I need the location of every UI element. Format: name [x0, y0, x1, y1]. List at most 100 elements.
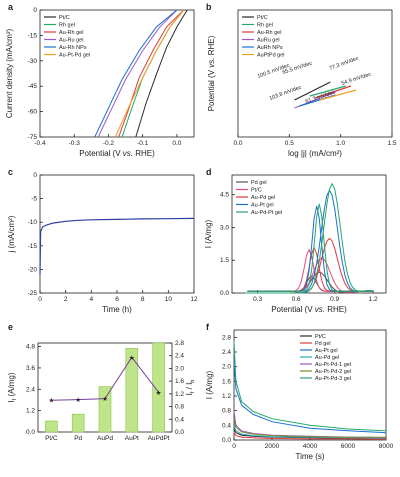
y-tick-label: 1.2	[222, 393, 231, 400]
y-tick-label: 1.5	[220, 257, 229, 264]
legend-label: Pd gel	[315, 341, 331, 347]
y2-tick-label: 2.4	[175, 353, 184, 360]
ratio-marker: ★	[102, 395, 108, 403]
x-tick-label: 0	[38, 296, 42, 303]
legend-label: Rh gel	[59, 23, 75, 29]
cv-loop	[244, 182, 374, 294]
legend-label: Rh gel	[257, 23, 273, 29]
x-axis-label: Time (h)	[102, 305, 132, 314]
y-axis-label: j (mA/cm²)	[7, 215, 16, 253]
x-axis-label: Potential (V vs. RHE)	[271, 305, 347, 314]
series-line	[39, 217, 195, 275]
x-tick-label: 0.0	[172, 140, 181, 147]
legend-label: Au-Pt gel	[251, 203, 274, 209]
y-tick-label: -15	[28, 32, 38, 39]
y-axis-label: Current density (mA/cm²)	[5, 28, 14, 118]
y-tick-label: -30	[28, 58, 38, 65]
series-line	[233, 340, 387, 432]
series-line	[233, 359, 387, 434]
y-tick-label: -25	[28, 290, 38, 297]
y-tick-label: 0	[33, 172, 37, 179]
series-line	[233, 410, 387, 438]
panel-b: b 0.0 0.5 1.0 1.5 log |j| (mA/cm²) Potential (…	[206, 2, 397, 158]
panel-e: e 0.0 1.2 2.4 3.6 4.8 0.0 0.4 0.8 1.2 1.6 2.0 2.4 2.8…	[7, 322, 196, 442]
panel-c-frame	[39, 174, 195, 294]
y-tick-label: -5	[31, 196, 37, 203]
x-tick-label: AuPd	[97, 435, 113, 442]
tafel-line	[319, 89, 357, 101]
x-tick-label: 0.3	[253, 296, 262, 303]
x-tick-label: -0.3	[69, 140, 81, 147]
legend-label: Au-Pt-Pd-1 gel	[315, 362, 351, 368]
y2-tick-label: 0.0	[175, 429, 184, 436]
y-tick-label: -75	[28, 134, 38, 141]
legend-label: Pt/C	[59, 15, 70, 21]
y2-tick-label: 0.4	[175, 416, 184, 423]
bar	[152, 342, 165, 433]
x-tick-label: 1.2	[369, 296, 378, 303]
legend-label: Au-Pd-Pt gel	[251, 210, 282, 216]
y-tick-label: 0.4	[222, 422, 231, 429]
legend-label: AuPtPd gel	[257, 53, 285, 59]
series-line	[94, 9, 178, 138]
tafel-slope-label: 103.8 mV/dec	[269, 85, 303, 102]
y-tick-label: 0.0	[220, 290, 229, 297]
tafel-slope-label: 77.3 mV/dec	[329, 56, 360, 72]
y-tick-label: 4.5	[220, 192, 229, 199]
legend-label: Au-Pt-Pd gel	[59, 53, 90, 59]
x-axis-label: Time (s)	[295, 452, 324, 461]
y-tick-label: 2.8	[222, 334, 231, 341]
x-axis-label: Potential (V vs. RHE)	[79, 149, 155, 158]
legend-label: Au-Pd gel	[315, 355, 339, 361]
legend-label: Pd gel	[251, 180, 267, 186]
legend-label: Au-Rh gel	[59, 30, 83, 36]
y-tick-label: 0	[33, 7, 37, 14]
legend-label: Pt/C	[251, 188, 262, 194]
x-tick-label: Pd	[74, 435, 82, 442]
y-axis-label: I (A/mg)	[205, 370, 214, 399]
x-tick-label: -0.2	[103, 140, 115, 147]
bar	[125, 348, 139, 433]
y-axis-label: Potential (V vs. RHE)	[207, 35, 216, 111]
series-line	[233, 417, 387, 438]
tafel-slope-label: 54.9 mV/dec	[341, 72, 372, 87]
y-tick-label: 1.6	[222, 378, 231, 385]
legend-label: Au-Rh NPs	[59, 45, 87, 51]
y-tick-label: 2.4	[26, 386, 35, 393]
y-axis-label: I (A/mg)	[204, 219, 213, 248]
x-tick-label: 0.5	[285, 140, 294, 147]
legend-label: Au-Pt-Pd-2 gel	[315, 369, 351, 375]
ratio-marker: ★	[75, 396, 81, 404]
bar	[45, 420, 58, 433]
y-tick-label: -20	[28, 266, 38, 273]
bar	[71, 413, 85, 433]
series-line	[114, 9, 185, 138]
series-line	[121, 9, 185, 138]
series-line	[233, 425, 387, 439]
ratio-marker: ★	[156, 389, 162, 397]
x-tick-label: 4	[90, 296, 94, 303]
legend-label: Au-Pd gel	[251, 195, 275, 201]
y-tick-label: 3.0	[220, 224, 229, 231]
x-tick-label: AuPt	[125, 435, 139, 442]
y-tick-label: -60	[28, 109, 38, 116]
legend-label: AuRh NPs	[257, 45, 283, 51]
series-line	[135, 9, 188, 138]
y2-tick-label: 2.0	[175, 365, 184, 372]
panel-b-frame	[237, 9, 393, 138]
y-tick-label: -10	[28, 219, 38, 226]
x-tick-label: 0.9	[330, 296, 339, 303]
x-tick-label: 6000	[341, 443, 356, 450]
x-tick-label: 0	[232, 443, 236, 450]
x-tick-label: 8000	[379, 443, 394, 450]
y-tick-label: 2.0	[222, 364, 231, 371]
panel-label-c: c	[8, 167, 13, 177]
x-tick-label: 10	[165, 296, 173, 303]
tafel-line	[314, 85, 352, 99]
x-tick-label: 1.5	[387, 140, 396, 147]
x-tick-label: 0.0	[233, 140, 242, 147]
legend-label: Au-Ru gel	[59, 38, 83, 44]
y-tick-label: 0.0	[26, 429, 35, 436]
y-tick-label: 3.6	[26, 365, 35, 372]
